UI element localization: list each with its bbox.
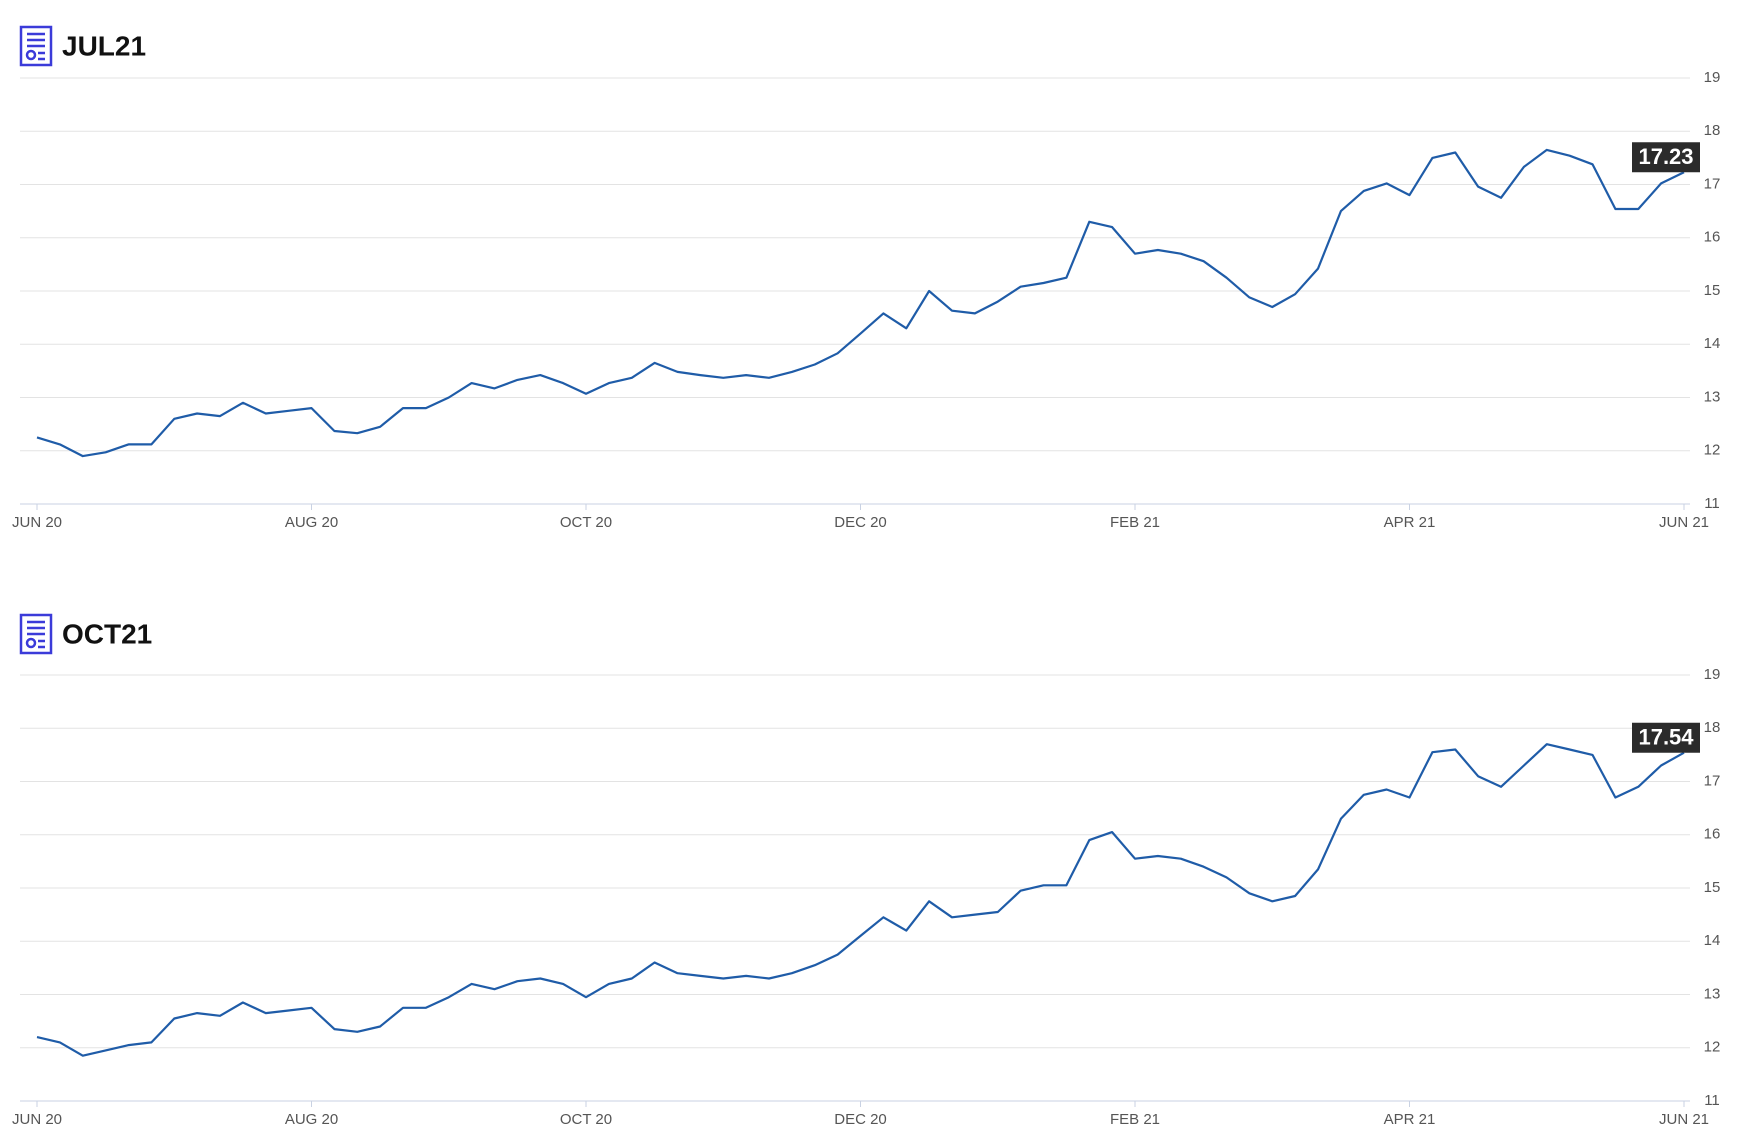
icon-dot [25, 637, 37, 649]
chart-icon [19, 613, 53, 655]
x-tick-label: JUN 20 [12, 514, 62, 531]
y-tick-label: 19 [1704, 69, 1721, 86]
y-tick-label: 15 [1704, 879, 1721, 896]
y-tick-label: 16 [1704, 229, 1721, 246]
x-tick-label: AUG 20 [285, 514, 338, 531]
chart-icon [19, 25, 53, 67]
y-tick-label: 13 [1704, 985, 1721, 1002]
y-tick-label: 12 [1704, 442, 1721, 459]
chart-title: JUL21 [62, 30, 146, 61]
y-tick-label: 16 [1704, 826, 1721, 843]
y-tick-label: 11 [1704, 495, 1720, 512]
y-tick-label: 19 [1704, 666, 1721, 683]
x-tick-label: FEB 21 [1110, 1111, 1160, 1128]
value-label: 17.23 [1638, 144, 1693, 169]
x-tick-label: APR 21 [1384, 1111, 1436, 1128]
y-tick-label: 17 [1704, 175, 1721, 192]
y-tick-label: 12 [1704, 1039, 1721, 1056]
y-tick-label: 18 [1704, 719, 1721, 736]
x-tick-label: JUN 20 [12, 1111, 62, 1128]
x-tick-label: JUN 21 [1659, 514, 1709, 531]
line [36, 743, 1685, 1057]
y-tick-label: 11 [1704, 1092, 1720, 1109]
icon-frame [19, 613, 53, 655]
icon-frame [19, 25, 53, 67]
y-tick-label: 14 [1704, 335, 1721, 352]
value-label-bg [1632, 722, 1700, 753]
y-tick-label: 15 [1704, 282, 1721, 299]
x-tick-label: AUG 20 [285, 1111, 338, 1128]
x-tick-label: JUN 21 [1659, 1111, 1709, 1128]
chart-title: OCT21 [62, 618, 152, 649]
x-tick-label: APR 21 [1384, 514, 1436, 531]
line [36, 148, 1685, 458]
y-tick-label: 18 [1704, 122, 1721, 139]
x-tick-label: DEC 20 [834, 1111, 887, 1128]
x-tick-label: OCT 20 [560, 1111, 612, 1128]
x-tick-label: DEC 20 [834, 514, 887, 531]
y-tick-label: 13 [1704, 388, 1721, 405]
icon-dot [25, 49, 37, 61]
y-tick-label: 17 [1704, 772, 1721, 789]
value-label: 17.54 [1638, 725, 1694, 750]
chart: OCT21 11 12 13 14 15 16 17 18 19 JUN 20 AUG 20 OCT 2… [12, 613, 1721, 1128]
x-tick-label: FEB 21 [1110, 514, 1160, 531]
x-tick-label: OCT 20 [560, 514, 612, 531]
chart: JUL21 11 12 13 14 15 16 17 18 19 JUN 20 AUG 20 OCT 2… [12, 25, 1721, 531]
value-label-bg [1632, 142, 1700, 173]
y-tick-label: 14 [1704, 932, 1721, 949]
